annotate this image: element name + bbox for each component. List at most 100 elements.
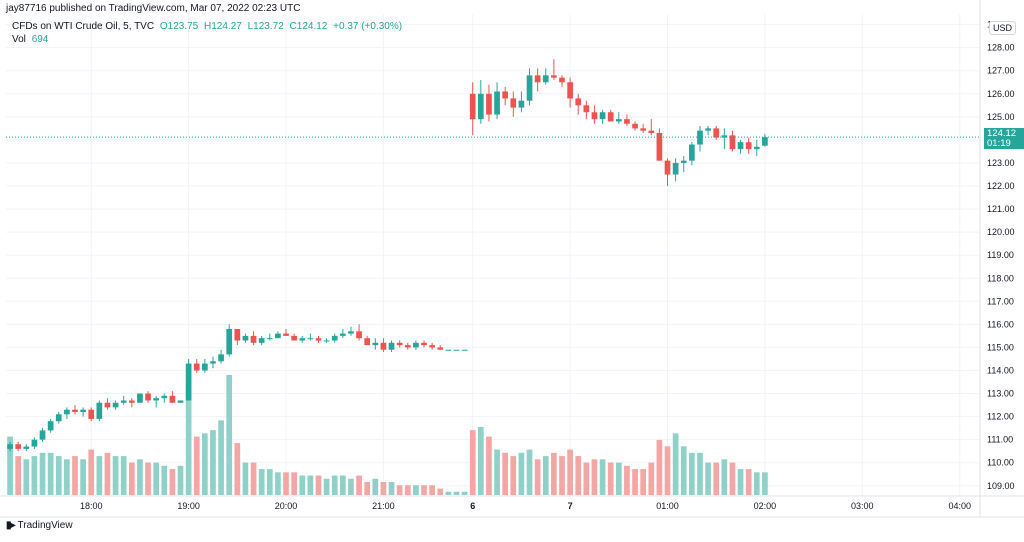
volume-bar bbox=[64, 459, 70, 495]
time-tick-label: 7 bbox=[568, 501, 573, 511]
price-tick-label: 115.00 bbox=[987, 342, 1014, 352]
bar-countdown: 01:19 bbox=[987, 138, 1011, 150]
candle-body bbox=[526, 75, 533, 101]
candle-body bbox=[234, 328, 241, 341]
candle-body bbox=[664, 160, 671, 175]
candle-body bbox=[307, 338, 314, 340]
candle-body bbox=[275, 333, 281, 339]
candle-body bbox=[453, 349, 460, 351]
candle-body bbox=[705, 128, 711, 131]
volume-bar bbox=[542, 456, 549, 495]
volume-bar bbox=[226, 375, 233, 495]
legend-change: +0.37 (+0.30%) bbox=[333, 21, 403, 32]
volume-bar bbox=[120, 456, 127, 495]
volume-bar bbox=[169, 469, 176, 495]
candle-body bbox=[404, 345, 411, 348]
volume-bar bbox=[689, 452, 695, 495]
volume-legend[interactable]: Vol 694 bbox=[12, 34, 51, 45]
candle-body bbox=[356, 331, 362, 339]
volume-bar bbox=[104, 452, 111, 495]
candle-body bbox=[39, 430, 46, 440]
candle-body bbox=[680, 160, 687, 163]
candle-body bbox=[145, 393, 151, 401]
volume-bar bbox=[234, 443, 241, 495]
candle-body bbox=[31, 439, 38, 447]
volume-bar bbox=[583, 462, 590, 495]
volume-bar bbox=[624, 465, 630, 495]
volume-bar bbox=[331, 475, 338, 495]
volume-bar bbox=[713, 462, 720, 495]
volume-bar bbox=[47, 452, 54, 495]
volume-bar bbox=[680, 446, 687, 495]
volume-bar bbox=[445, 491, 452, 495]
candle-body bbox=[762, 137, 768, 146]
candle-body bbox=[737, 142, 744, 150]
current-price-value: 124.12 bbox=[987, 128, 1017, 140]
candle-body bbox=[112, 402, 119, 408]
volume-bar bbox=[23, 459, 30, 495]
price-tick-label: 126.00 bbox=[987, 89, 1015, 99]
volume-bar bbox=[615, 462, 622, 495]
candle-body bbox=[429, 345, 435, 348]
current-price-label: 124.12 01:19 bbox=[984, 128, 1024, 150]
tradingview-branding[interactable]: ▮▸ TradingView bbox=[6, 520, 73, 531]
volume-bar bbox=[453, 491, 460, 495]
candle-body bbox=[729, 135, 736, 150]
candle-body bbox=[607, 112, 614, 122]
volume-bar bbox=[315, 475, 322, 495]
candle-body bbox=[518, 100, 525, 108]
price-tick-label: 127.00 bbox=[987, 66, 1015, 76]
candle-body bbox=[559, 77, 565, 83]
candle-body bbox=[72, 409, 78, 412]
candle-body bbox=[551, 75, 557, 78]
candle-body bbox=[23, 446, 30, 449]
candle-body bbox=[299, 338, 306, 341]
legend-low: L123.72 bbox=[247, 21, 284, 32]
volume-label: Vol bbox=[12, 34, 26, 45]
symbol-name[interactable]: CFDs on WTI Crude Oil, 5, TVC bbox=[12, 21, 155, 32]
price-tick-label: 123.00 bbox=[987, 158, 1015, 168]
currency-badge[interactable]: USD bbox=[988, 21, 1016, 35]
candle-body bbox=[461, 349, 468, 351]
volume-bar bbox=[648, 462, 655, 495]
volume-bar bbox=[656, 439, 663, 495]
candle-body bbox=[169, 395, 176, 403]
candle-body bbox=[291, 335, 297, 341]
volume-bar bbox=[31, 456, 38, 495]
time-tick-label: 03:00 bbox=[851, 501, 874, 511]
volume-bar bbox=[112, 456, 119, 495]
candle-body bbox=[575, 98, 582, 106]
volume-bar bbox=[242, 462, 249, 495]
candle-body bbox=[242, 335, 249, 341]
volume-bar bbox=[469, 430, 476, 495]
volume-bar bbox=[364, 482, 371, 495]
symbol-legend[interactable]: CFDs on WTI Crude Oil, 5, TVC O123.75 H1… bbox=[12, 21, 405, 32]
volume-bar bbox=[258, 469, 265, 495]
candle-body bbox=[128, 400, 135, 403]
candle-body bbox=[137, 393, 143, 403]
candle-body bbox=[388, 342, 395, 350]
candle-body bbox=[445, 349, 452, 351]
candle-body bbox=[477, 93, 484, 120]
candle-body bbox=[80, 409, 86, 412]
volume-bar bbox=[559, 456, 565, 495]
volume-bar bbox=[705, 462, 711, 495]
volume-bar bbox=[218, 420, 224, 495]
volume-bar bbox=[421, 485, 427, 495]
candle-body bbox=[202, 363, 208, 371]
price-tick-label: 118.00 bbox=[987, 273, 1014, 283]
candle-body bbox=[486, 93, 492, 115]
legend-high: H124.27 bbox=[204, 21, 242, 32]
volume-bar bbox=[372, 478, 379, 495]
volume-bar bbox=[599, 459, 606, 495]
volume-bar bbox=[510, 456, 517, 495]
volume-bar bbox=[80, 459, 86, 495]
volume-bar bbox=[88, 449, 95, 495]
volume-bar bbox=[591, 459, 598, 495]
candle-body bbox=[721, 135, 728, 138]
candle-body bbox=[372, 342, 379, 346]
price-tick-label: 112.00 bbox=[987, 412, 1014, 422]
volume-bar bbox=[210, 430, 216, 495]
